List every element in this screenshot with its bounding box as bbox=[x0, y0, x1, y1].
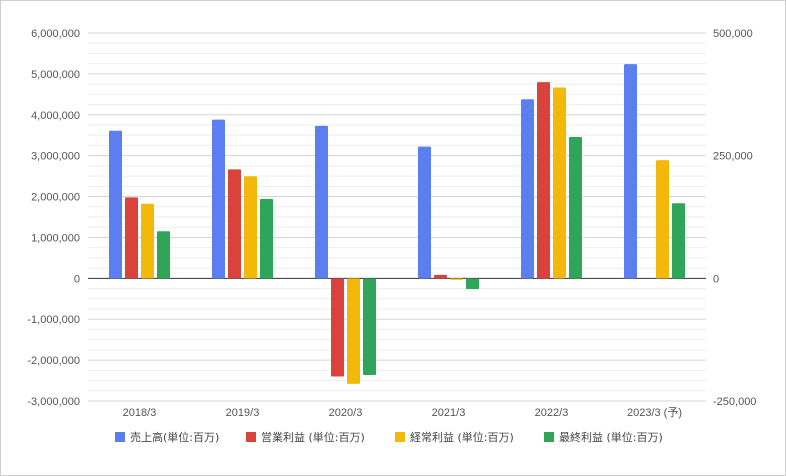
x-axis-tick-label: 2021/3 bbox=[432, 407, 466, 419]
bar-3 bbox=[553, 87, 566, 279]
left-axis-tick-label: 0 bbox=[74, 273, 80, 285]
bar-4 bbox=[466, 278, 479, 290]
bar-4 bbox=[363, 278, 376, 375]
right-axis-tick-label: 0 bbox=[713, 273, 719, 285]
x-axis-tick-label: 2019/3 bbox=[226, 407, 260, 419]
bar-1 bbox=[109, 130, 122, 279]
bar-2 bbox=[125, 197, 138, 279]
bar-2 bbox=[228, 169, 241, 279]
left-axis-tick-label: -1,000,000 bbox=[27, 314, 80, 326]
bar-2 bbox=[434, 274, 447, 279]
legend-swatch bbox=[115, 432, 125, 442]
bar-4 bbox=[157, 231, 170, 279]
legend-label: 営業利益 (単位:百万) bbox=[261, 430, 365, 444]
bar-4 bbox=[569, 137, 582, 279]
legend-swatch bbox=[544, 432, 554, 442]
bar-3 bbox=[450, 278, 463, 280]
x-axis-tick-label: 2023/3 (予) bbox=[627, 406, 682, 419]
right-axis-tick-label: 500,000 bbox=[713, 28, 753, 40]
legend-label: 経常利益 (単位:百万) bbox=[410, 430, 514, 444]
x-axis-tick-label: 2022/3 bbox=[535, 407, 569, 419]
bar-3 bbox=[347, 278, 360, 384]
left-axis-tick-label: 1,000,000 bbox=[31, 232, 80, 244]
bar-1 bbox=[624, 64, 637, 279]
bar-4 bbox=[672, 203, 685, 279]
legend-swatch bbox=[246, 432, 256, 442]
bar-3 bbox=[656, 160, 669, 279]
bar-1 bbox=[418, 146, 431, 279]
left-axis-tick-label: 3,000,000 bbox=[31, 151, 80, 163]
left-axis-tick-label: 6,000,000 bbox=[31, 28, 80, 40]
right-axis-tick-label: 250,000 bbox=[713, 151, 753, 163]
left-axis-tick-label: 4,000,000 bbox=[31, 110, 80, 122]
legend-swatch bbox=[395, 432, 405, 442]
right-axis-tick-label: -250,000 bbox=[713, 396, 756, 408]
bar-2 bbox=[331, 278, 344, 377]
bar-1 bbox=[212, 119, 225, 279]
left-axis-tick-label: -3,000,000 bbox=[27, 396, 80, 408]
legend-label: 最終利益 (単位:百万) bbox=[559, 430, 663, 444]
x-axis-tick-label: 2018/3 bbox=[123, 407, 157, 419]
bar-2 bbox=[537, 82, 550, 279]
left-axis-tick-label: -2,000,000 bbox=[27, 355, 80, 367]
bar-1 bbox=[521, 99, 534, 279]
bar-1 bbox=[315, 125, 328, 279]
legend-label: 売上高(単位:百万) bbox=[130, 430, 219, 444]
bar-3 bbox=[244, 176, 257, 279]
left-axis-tick-label: 5,000,000 bbox=[31, 69, 80, 81]
bar-3 bbox=[141, 203, 154, 279]
x-axis-tick-label: 2020/3 bbox=[329, 407, 363, 419]
bar-4 bbox=[260, 198, 273, 279]
left-axis-tick-label: 2,000,000 bbox=[31, 192, 80, 204]
